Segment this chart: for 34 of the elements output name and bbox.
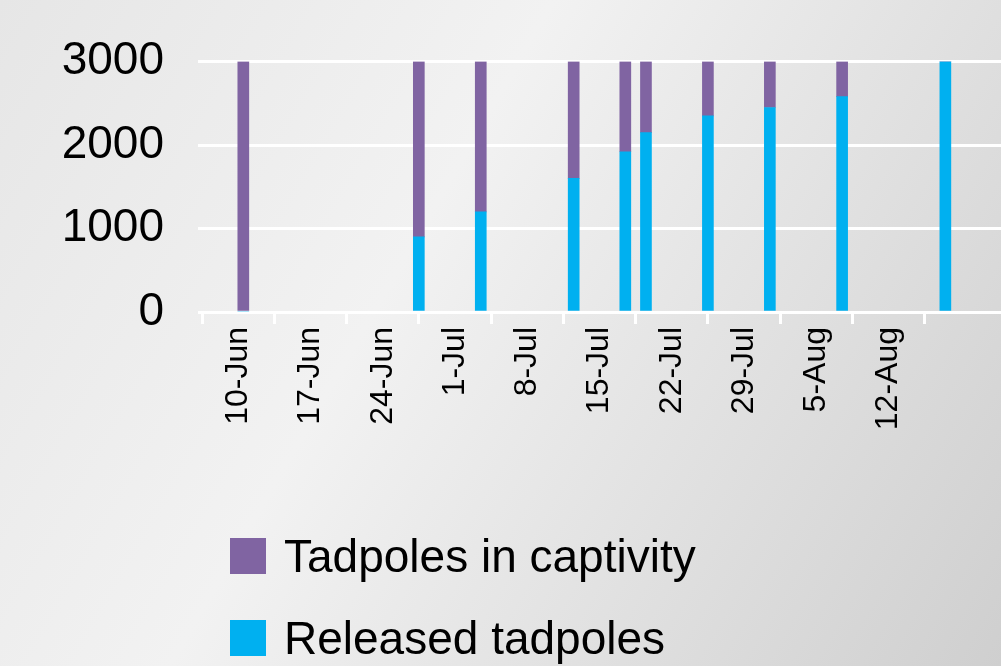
x-tick-label: 12-Aug [868, 327, 905, 431]
x-tick-label: 24-Jun [362, 327, 399, 425]
x-tick-label: 15-Jul [579, 327, 616, 415]
bar [764, 61, 776, 108]
bar [567, 61, 580, 179]
bar [640, 132, 652, 311]
bar [619, 151, 632, 311]
bar [702, 115, 714, 311]
bar [836, 61, 848, 97]
bar [474, 211, 487, 311]
bar [836, 96, 848, 311]
bar [567, 178, 580, 311]
x-tick-label: 8-Jul [507, 327, 544, 397]
bar [413, 61, 425, 238]
bar [640, 61, 652, 133]
y-tick-label: 0 [138, 282, 164, 335]
bar [619, 61, 632, 153]
y-tick-label: 2000 [61, 115, 164, 168]
legend-label: Tadpoles in captivity [284, 529, 696, 583]
legend-label: Released tadpoles [284, 611, 666, 665]
x-tick-label: 10-Jun [217, 327, 254, 425]
y-tick-label: 1000 [61, 199, 164, 252]
bar [474, 61, 487, 213]
x-tick-label: 29-Jul [723, 327, 760, 415]
x-tick-label: 1-Jul [434, 327, 471, 397]
bar [764, 107, 776, 311]
x-tick-label: 5-Aug [796, 327, 833, 413]
x-tick-label: 22-Jul [651, 327, 688, 415]
y-tick-label: 3000 [61, 32, 164, 85]
bar [939, 61, 952, 311]
bar [702, 61, 714, 117]
bar [237, 61, 250, 311]
bar [413, 236, 425, 311]
x-tick-label: 17-Jun [290, 327, 327, 425]
